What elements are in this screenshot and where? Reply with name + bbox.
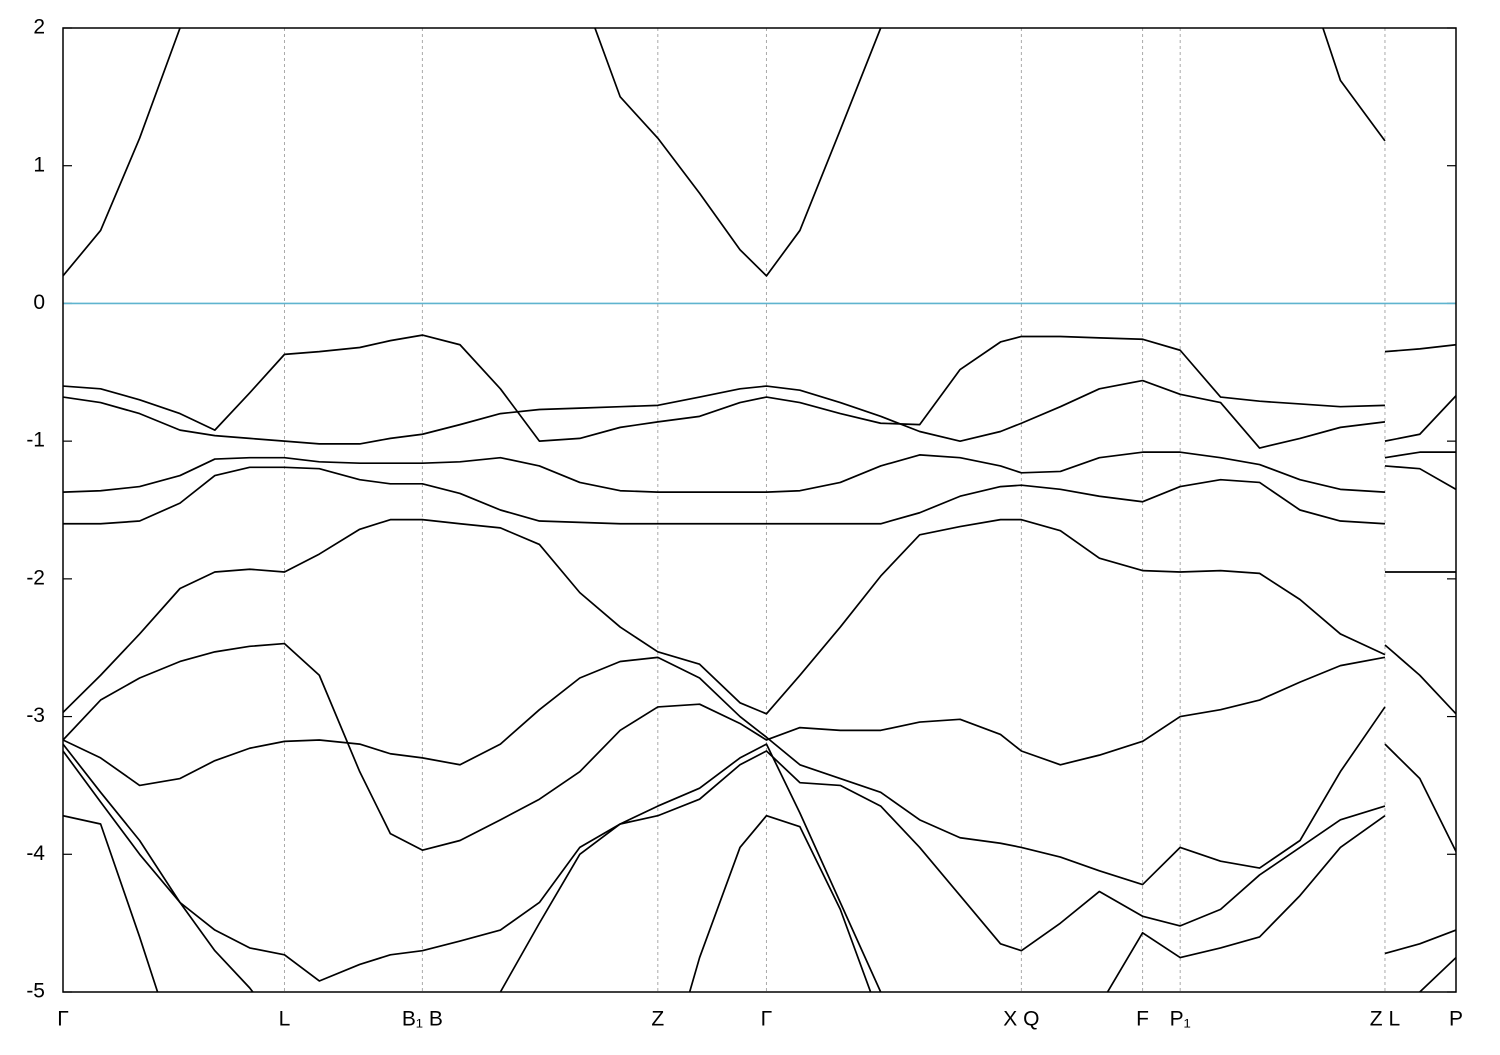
x-tick-label: Γ (761, 1008, 773, 1031)
band-line (63, 451, 1456, 493)
plot-area (63, 28, 1456, 992)
y-tick-label: 0 (33, 291, 45, 314)
band-line (63, 518, 1456, 715)
y-tick-label: -3 (26, 704, 45, 727)
band-line (63, 750, 1456, 982)
x-tick-label: F (1136, 1008, 1149, 1031)
axis-labels: -5 -4 -3 -2 -1 0 1 2 Γ L B₁ B Z Γ X Q F P₁ Z L P (26, 16, 1463, 1031)
x-tick-label: X Q (1003, 1008, 1039, 1031)
x-tick-label: Z L (1370, 1008, 1400, 1031)
band-line (63, 814, 1456, 992)
band-line (63, 743, 882, 992)
band-line (63, 334, 1456, 442)
y-tick-label: 2 (33, 16, 45, 39)
band-line (63, 642, 1456, 851)
y-tick-label: -5 (26, 980, 45, 1003)
y-tick-label: 1 (33, 153, 45, 176)
x-tick-label: Γ (57, 1008, 69, 1031)
band-line (63, 379, 1456, 449)
plot-frame (62, 27, 1457, 993)
band-line (63, 656, 1456, 886)
y-tick-label: -4 (26, 842, 45, 865)
band-line (63, 465, 1456, 525)
band-line (63, 28, 1386, 277)
y-tick-label: -1 (26, 429, 45, 452)
x-tick-label: Z (651, 1008, 664, 1031)
x-tick-label: L (279, 1008, 291, 1031)
x-tick-label: B₁ B (402, 1008, 443, 1031)
y-tick-label: -2 (26, 566, 45, 589)
x-tick-label: P (1449, 1008, 1463, 1031)
x-tick-label: P₁ (1170, 1008, 1191, 1031)
